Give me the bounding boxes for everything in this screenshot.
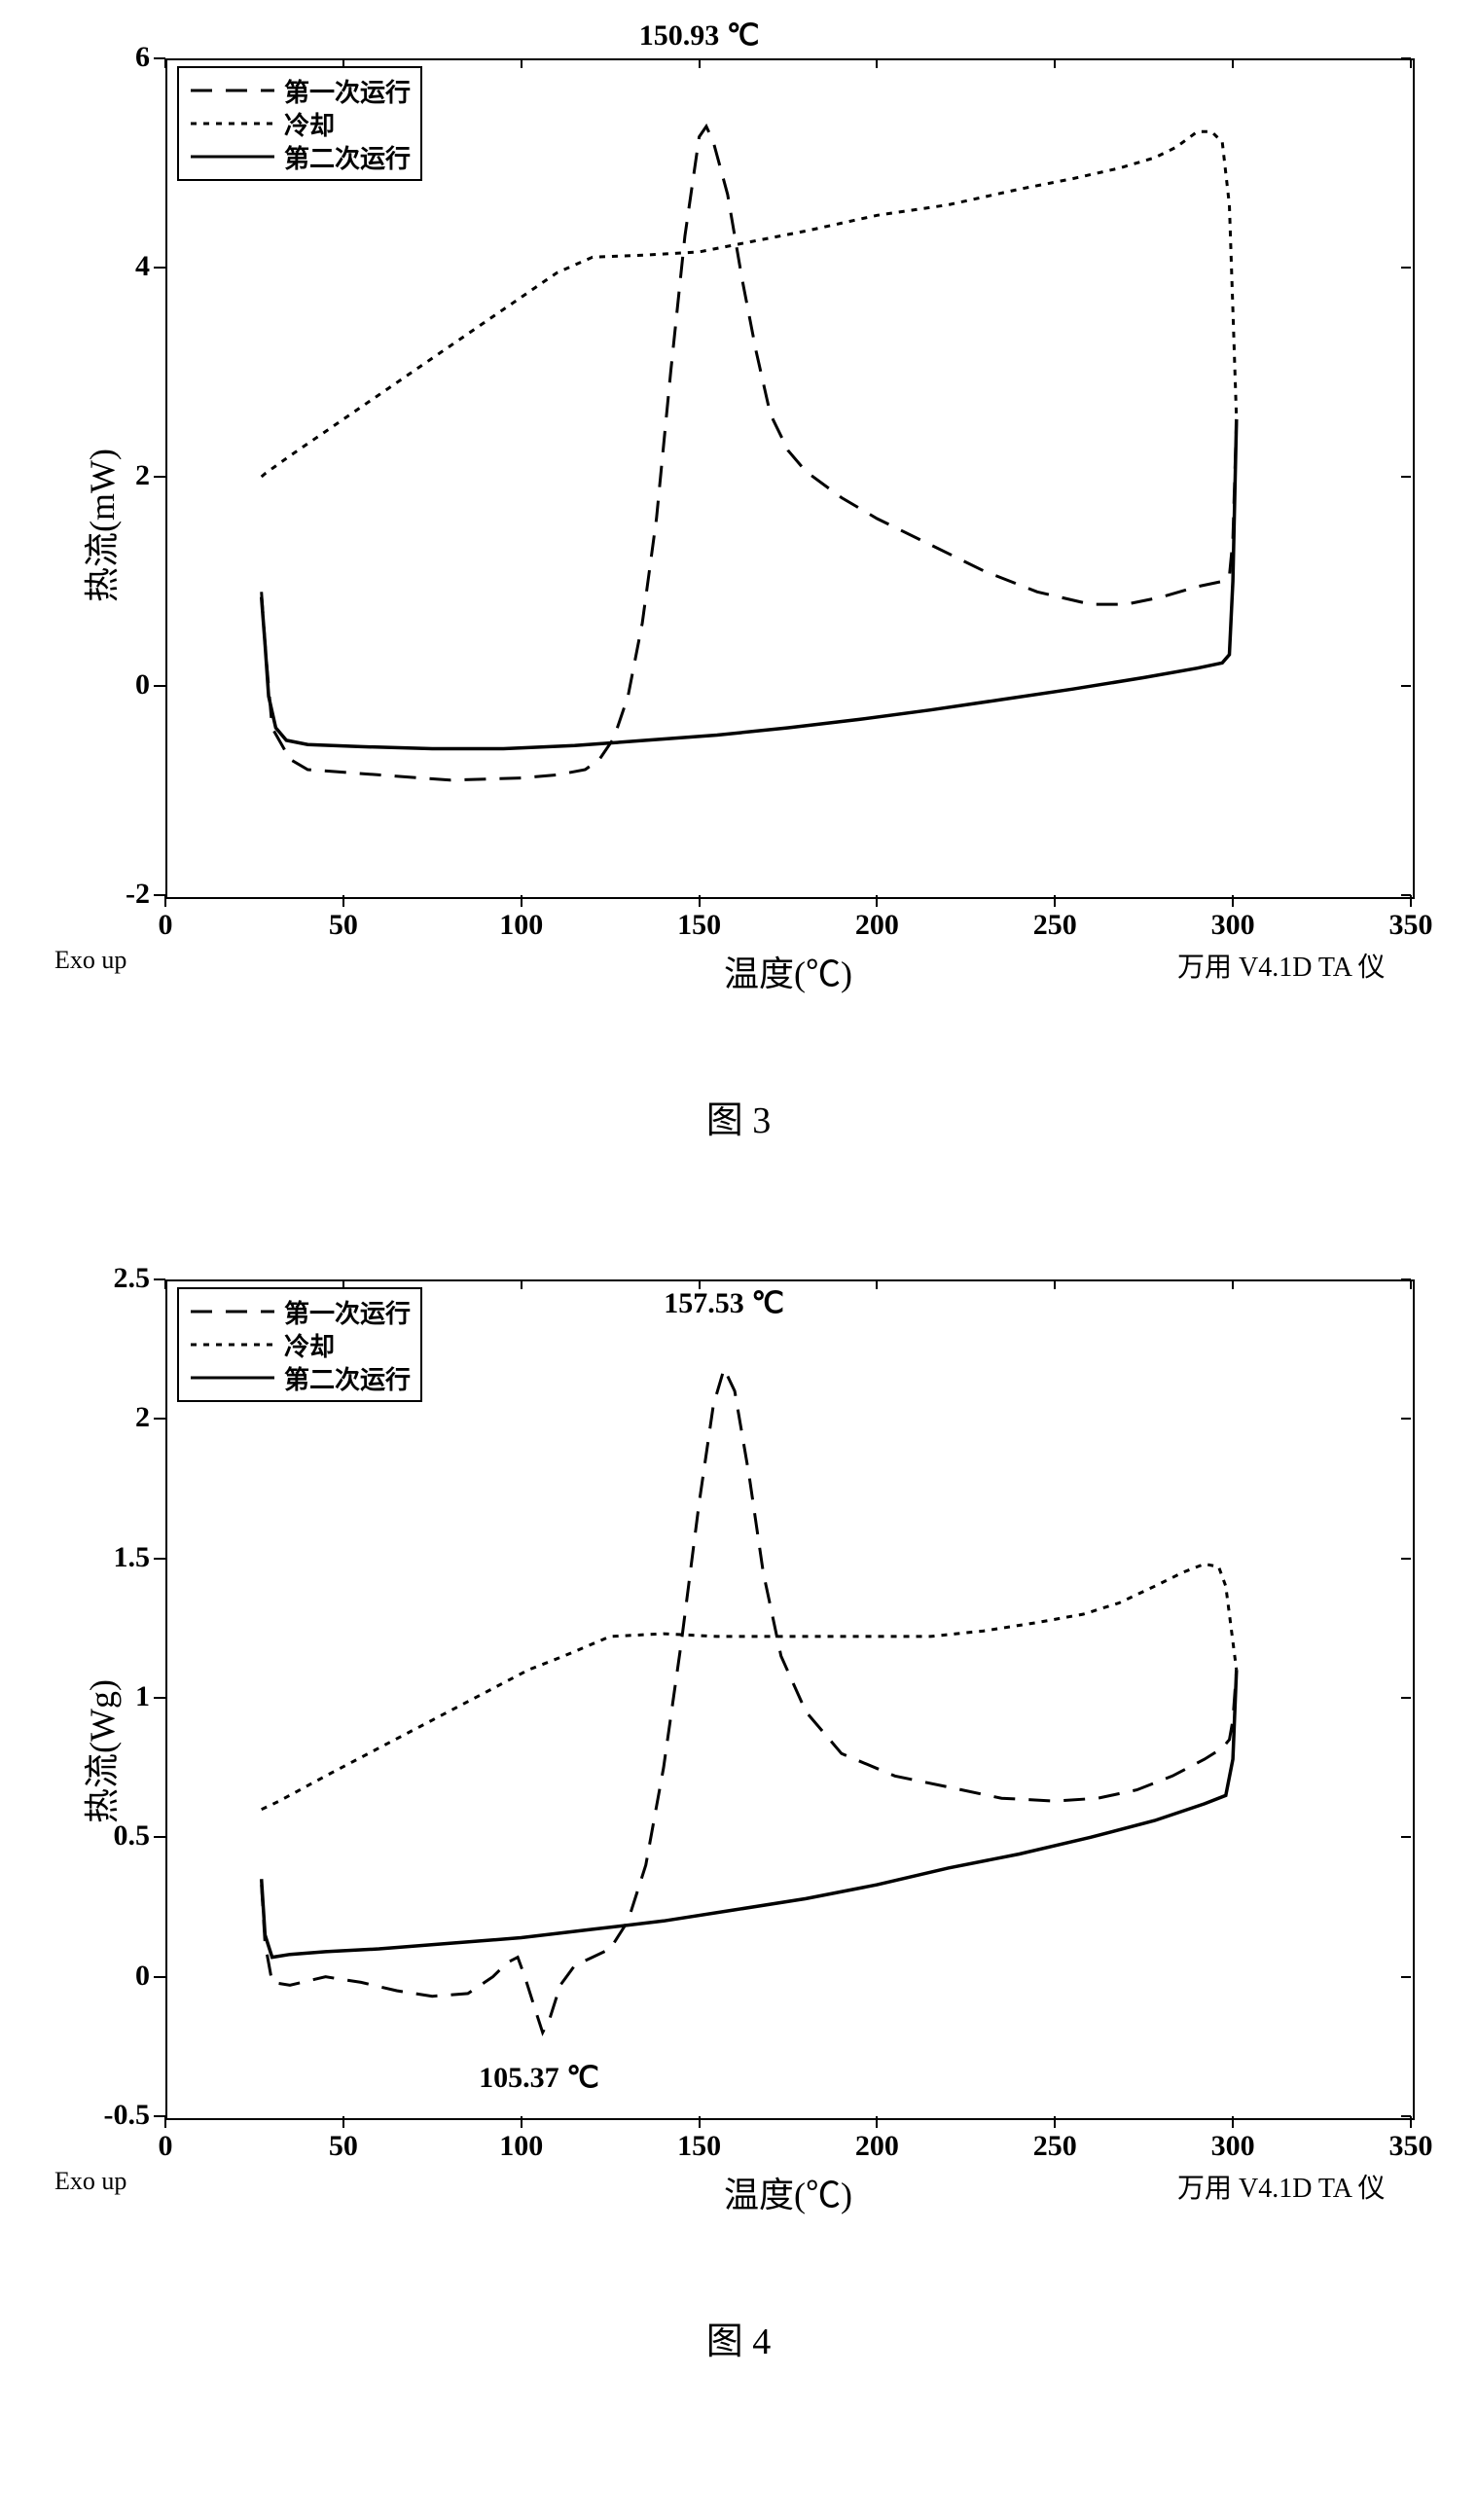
y-tick	[154, 1418, 165, 1420]
x-tick	[342, 895, 344, 907]
figure-caption: 图 4	[39, 2311, 1438, 2364]
legend-item: 第二次运行	[189, 140, 411, 173]
y-axis-title: 热流(Wg)	[74, 1679, 125, 1823]
x-tick	[164, 2116, 166, 2128]
y-tick-label: 2	[72, 1401, 150, 1434]
y-axis-title: 热流(mW)	[74, 449, 125, 602]
series-line	[262, 1670, 1237, 1957]
exo-up-label: Exo up	[54, 946, 126, 975]
peak-annotation: 157.53 ℃	[646, 1286, 802, 1320]
legend-label: 第二次运行	[284, 1360, 411, 1396]
x-tick-label: 0	[126, 2130, 204, 2163]
x-tick	[1054, 2116, 1056, 2128]
y-tick	[154, 685, 165, 687]
x-tick-label: 50	[305, 2130, 382, 2163]
series-line	[262, 1564, 1237, 1809]
exo-up-label: Exo up	[54, 2167, 126, 2196]
x-tick	[1232, 895, 1234, 907]
legend-swatch	[189, 143, 276, 170]
y-tick	[154, 1278, 165, 1280]
y-tick	[154, 1697, 165, 1699]
legend: 第一次运行冷却第二次运行	[177, 1287, 422, 1402]
chart: 050100150200250300350-20246热流(mW)温度(℃)Ex…	[39, 39, 1459, 1031]
legend-label: 第一次运行	[284, 73, 411, 109]
legend-label: 冷却	[284, 106, 335, 142]
legend-item: 第一次运行	[189, 74, 411, 107]
y-tick-label: 2.5	[72, 1262, 150, 1295]
figure-block: 050100150200250300350-20246热流(mW)温度(℃)Ex…	[39, 39, 1438, 1143]
figure-block: 050100150200250300350-0.500.511.522.5热流(…	[39, 1260, 1438, 2364]
y-tick-label: 4	[72, 250, 150, 283]
y-tick	[154, 476, 165, 478]
legend-swatch	[189, 1331, 276, 1358]
series-line	[262, 131, 1237, 477]
legend-label: 第一次运行	[284, 1294, 411, 1330]
x-tick	[342, 2116, 344, 2128]
y-tick	[154, 894, 165, 896]
figure-caption: 图 3	[39, 1090, 1438, 1143]
x-tick	[521, 2116, 522, 2128]
legend-label: 第二次运行	[284, 139, 411, 175]
series-line	[262, 126, 1237, 780]
peak-annotation: 150.93 ℃	[622, 18, 777, 53]
y-tick-label: 0	[72, 1960, 150, 1993]
chart: 050100150200250300350-0.500.511.522.5热流(…	[39, 1260, 1459, 2252]
y-tick-label: -2	[72, 878, 150, 911]
y-tick	[154, 1836, 165, 1838]
legend-swatch	[189, 77, 276, 104]
y-tick	[154, 1558, 165, 1560]
peak-annotation: 105.37 ℃	[461, 2061, 617, 2095]
x-tick	[876, 2116, 878, 2128]
legend-label: 冷却	[284, 1327, 335, 1363]
x-tick-label: 250	[1016, 909, 1094, 942]
y-tick	[154, 1976, 165, 1978]
y-tick-label: 1.5	[72, 1541, 150, 1574]
x-tick-label: 350	[1372, 909, 1450, 942]
instrument-label: 万用 V4.1D TA 仪	[1177, 946, 1385, 985]
x-tick-label: 300	[1194, 909, 1272, 942]
legend-item: 冷却	[189, 107, 411, 140]
instrument-label: 万用 V4.1D TA 仪	[1177, 2167, 1385, 2206]
x-tick	[1410, 895, 1412, 907]
x-tick-label: 150	[661, 2130, 738, 2163]
x-tick	[1232, 2116, 1234, 2128]
x-tick	[521, 895, 522, 907]
x-tick	[164, 895, 166, 907]
series-line	[262, 419, 1237, 749]
x-tick-label: 100	[483, 2130, 560, 2163]
legend-item: 第二次运行	[189, 1361, 411, 1394]
x-tick-label: 250	[1016, 2130, 1094, 2163]
y-tick	[154, 267, 165, 269]
series-line	[262, 1369, 1237, 2033]
chart-svg	[39, 1260, 1459, 2252]
legend-swatch	[189, 1364, 276, 1391]
x-tick	[876, 895, 878, 907]
legend-item: 第一次运行	[189, 1295, 411, 1328]
x-tick	[1054, 895, 1056, 907]
y-tick	[154, 57, 165, 59]
x-tick-label: 150	[661, 909, 738, 942]
x-tick-label: 0	[126, 909, 204, 942]
x-axis-title: 温度(℃)	[671, 946, 905, 996]
x-tick-label: 50	[305, 909, 382, 942]
x-tick-label: 200	[838, 2130, 916, 2163]
x-axis-title: 温度(℃)	[671, 2167, 905, 2217]
x-tick-label: 100	[483, 909, 560, 942]
y-tick	[154, 2115, 165, 2117]
legend-item: 冷却	[189, 1328, 411, 1361]
x-tick-label: 300	[1194, 2130, 1272, 2163]
y-tick-label: -0.5	[72, 2099, 150, 2132]
x-tick-label: 350	[1372, 2130, 1450, 2163]
chart-svg	[39, 39, 1459, 1031]
legend: 第一次运行冷却第二次运行	[177, 66, 422, 181]
y-tick-label: 0	[72, 668, 150, 702]
legend-swatch	[189, 110, 276, 137]
x-tick	[699, 2116, 701, 2128]
legend-swatch	[189, 1298, 276, 1325]
x-tick	[1410, 2116, 1412, 2128]
x-tick-label: 200	[838, 909, 916, 942]
y-tick-label: 0.5	[72, 1819, 150, 1853]
y-tick-label: 6	[72, 41, 150, 74]
x-tick	[699, 895, 701, 907]
